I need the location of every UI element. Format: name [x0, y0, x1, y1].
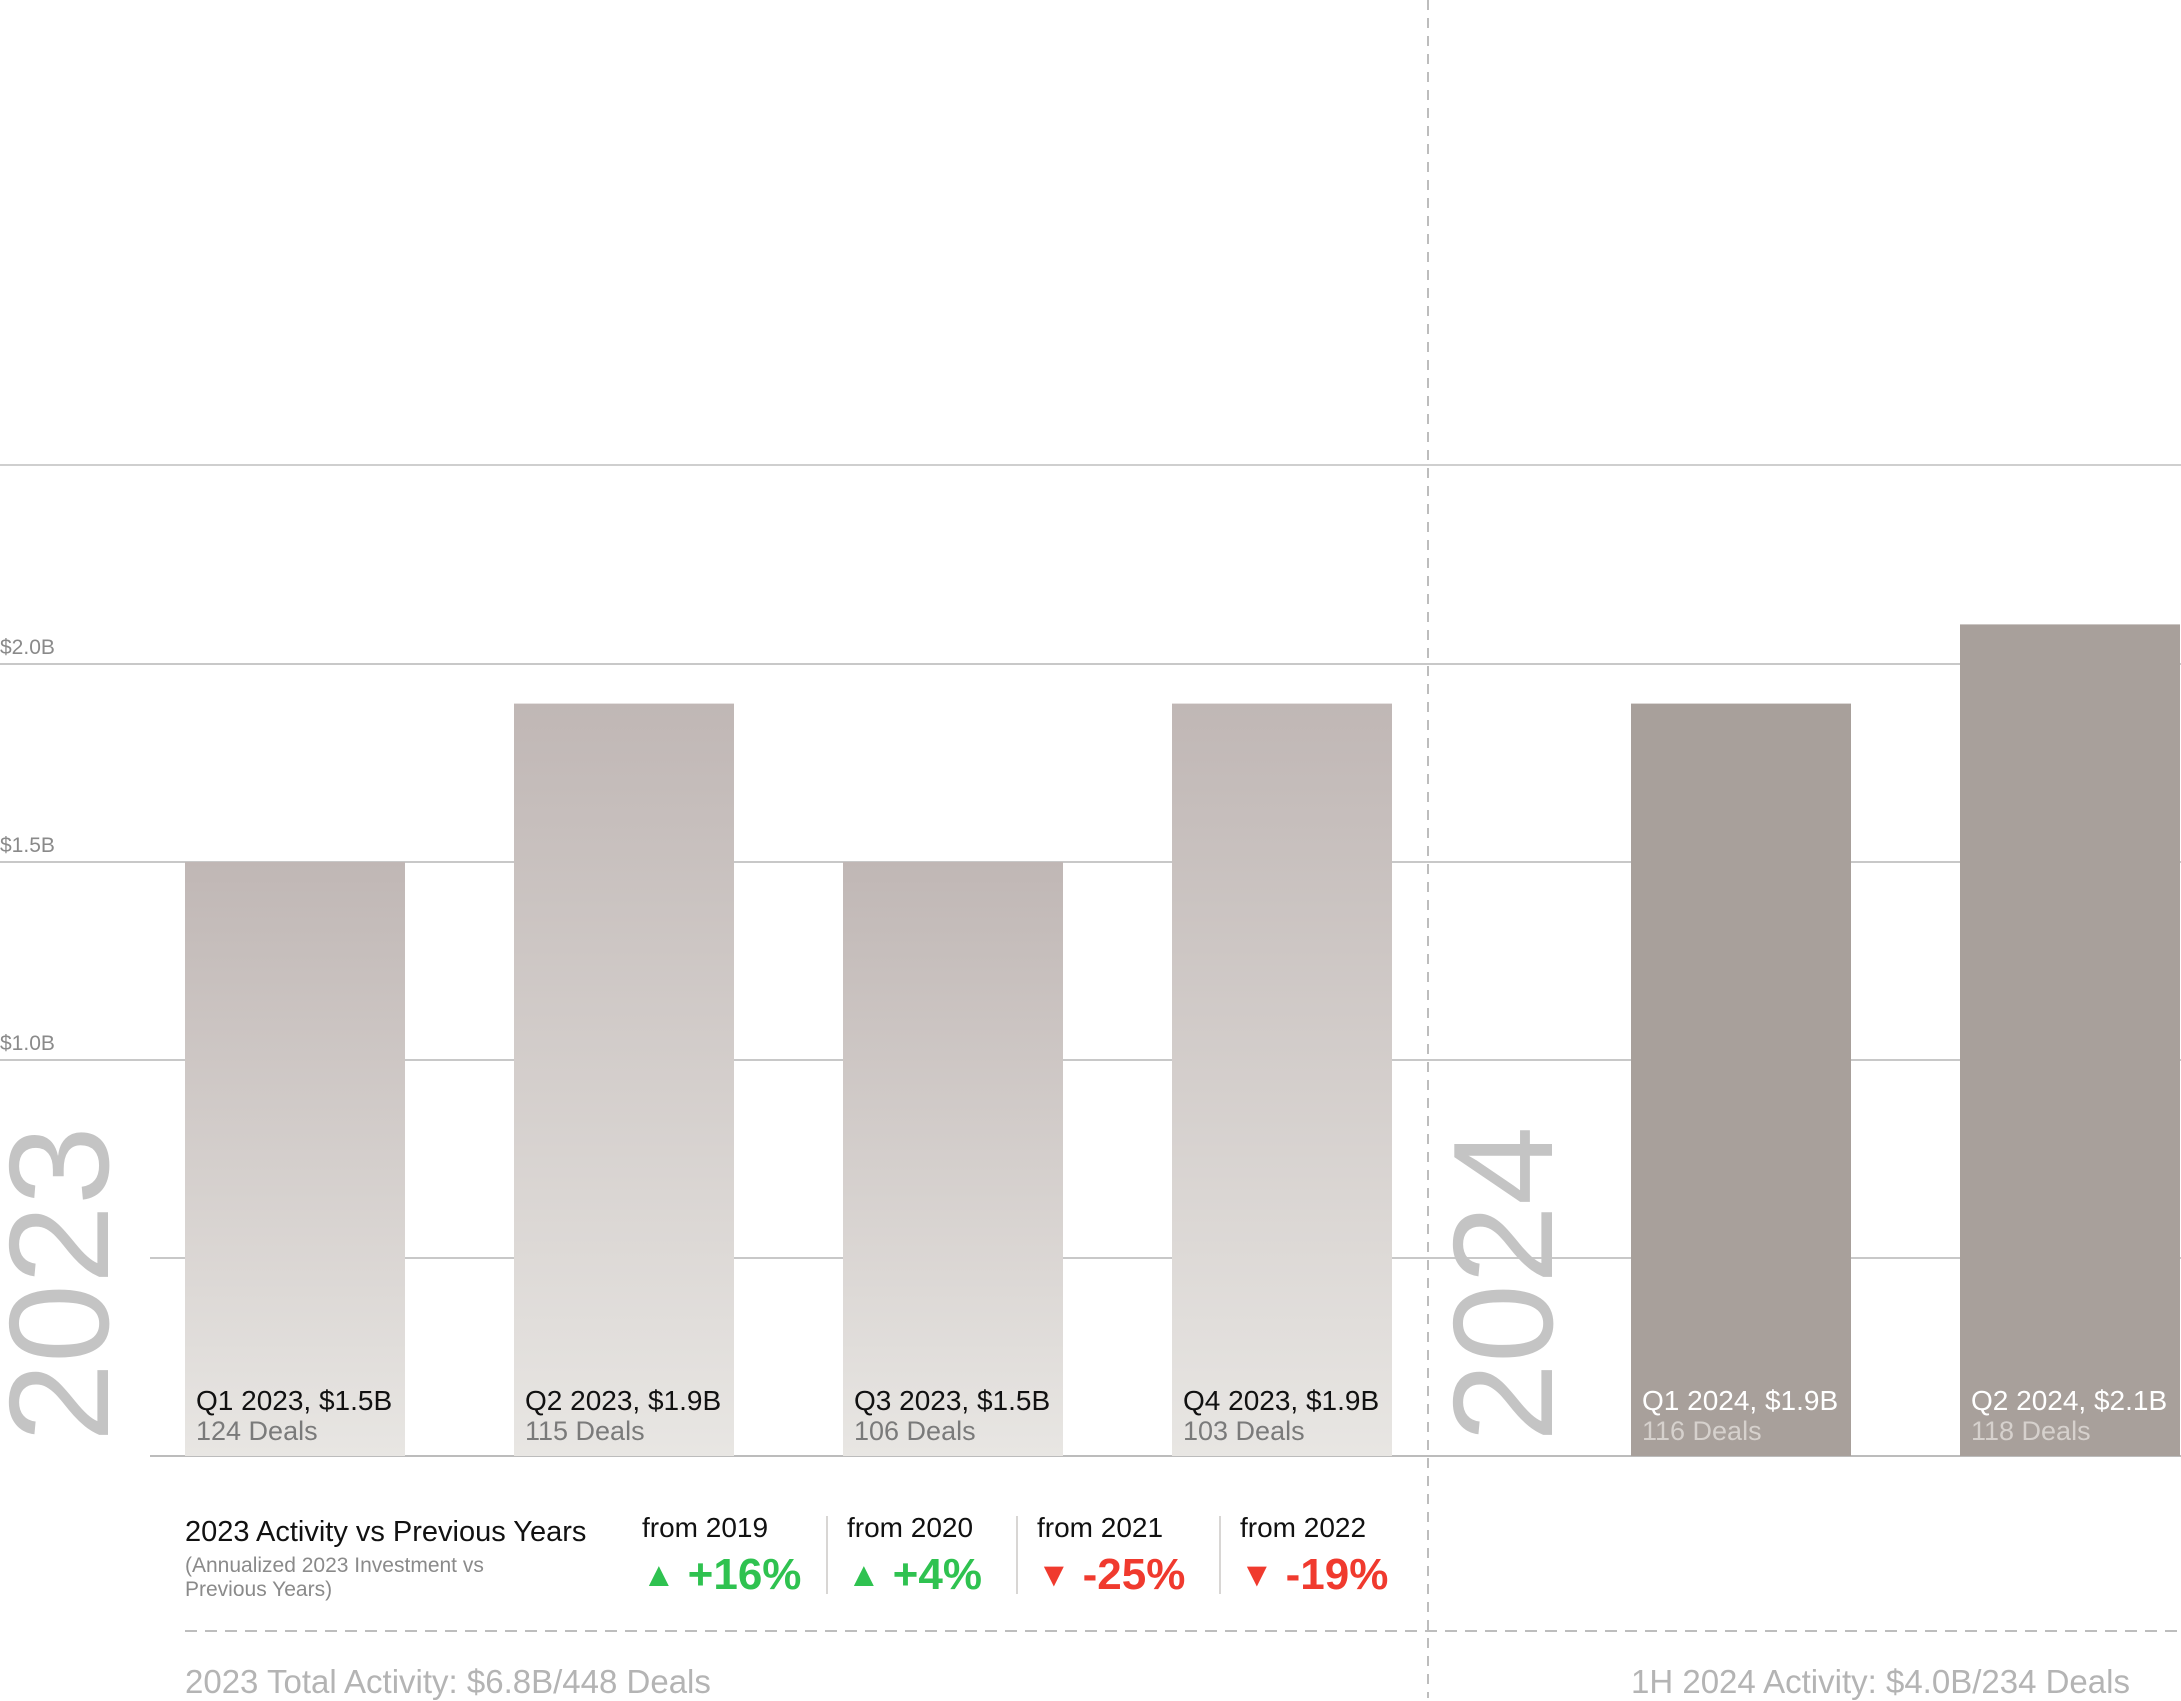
comparison-item-2021: from 2021 ▼ -25%	[1037, 1512, 1185, 1600]
year-label-2023: 2023	[0, 1126, 139, 1442]
total-activity-2023: 2023 Total Activity: $6.8B/448 Deals	[185, 1663, 711, 1700]
comparison-item-2022: from 2022 ▼ -19%	[1240, 1512, 1388, 1600]
comparison-subheading: (Annualized 2023 Investment vs Previous …	[185, 1554, 484, 1601]
comparison-percent: -19%	[1285, 1550, 1389, 1599]
comparison-value: ▼ -19%	[1240, 1550, 1388, 1600]
bar-label: Q3 2023, $1.5B	[854, 1385, 1050, 1416]
comparison-divider	[1016, 1516, 1018, 1594]
bar-q4-2023	[1172, 703, 1392, 1456]
comparison-percent: +16%	[687, 1550, 802, 1599]
bar-deals-label: 118 Deals	[1971, 1416, 2091, 1446]
bar-q1-2023	[185, 862, 405, 1456]
bar-deals-label: 106 Deals	[854, 1416, 976, 1446]
comparison-label: from 2021	[1037, 1512, 1164, 1543]
bar-q1-2024	[1631, 703, 1851, 1456]
comparison-value: ▲ +4%	[847, 1550, 982, 1600]
bar-q2-2024	[1960, 624, 2180, 1456]
triangle-up-icon: ▲	[642, 1555, 676, 1594]
comparison-label: from 2020	[847, 1512, 974, 1543]
comparison-percent: +4%	[892, 1550, 982, 1599]
y-tick-label: $1.0B	[0, 1032, 55, 1055]
y-tick-label: $2.0B	[0, 636, 55, 659]
comparison-item-2020: from 2020 ▲ +4%	[847, 1512, 982, 1600]
triangle-down-icon: ▼	[1240, 1555, 1274, 1594]
comparison-divider	[826, 1516, 828, 1594]
bar-deals-label: 124 Deals	[196, 1416, 318, 1446]
comparison-percent: -25%	[1082, 1550, 1186, 1599]
y-tick-label: $1.5B	[0, 834, 55, 857]
triangle-up-icon: ▲	[847, 1555, 881, 1594]
bar-label: Q1 2023, $1.5B	[196, 1385, 392, 1416]
total-activity-2024: 1H 2024 Activity: $4.0B/234 Deals	[1631, 1663, 2130, 1700]
comparison-label: from 2019	[642, 1512, 769, 1543]
year-label-2024: 2024	[1424, 1126, 1583, 1442]
bar-deals-label: 115 Deals	[525, 1416, 645, 1446]
comparison-divider	[1219, 1516, 1221, 1594]
bar-label: Q2 2023, $1.9B	[525, 1385, 721, 1416]
bar-label: Q2 2024, $2.1B	[1971, 1385, 2167, 1416]
triangle-down-icon: ▼	[1037, 1555, 1071, 1594]
comparison-value: ▲ +16%	[642, 1550, 801, 1600]
bar-label: Q4 2023, $1.9B	[1183, 1385, 1379, 1416]
bar-deals-label: 103 Deals	[1183, 1416, 1305, 1446]
bar-label: Q1 2024, $1.9B	[1642, 1385, 1838, 1416]
comparison-item-2019: from 2019 ▲ +16%	[642, 1512, 801, 1600]
comparison-label: from 2022	[1240, 1512, 1367, 1543]
bar-q2-2023	[514, 703, 734, 1456]
comparison-heading: 2023 Activity vs Previous Years	[185, 1516, 587, 1548]
bar-deals-label: 116 Deals	[1642, 1416, 1762, 1446]
comparison-value: ▼ -25%	[1037, 1550, 1185, 1600]
bar-q3-2023	[843, 862, 1063, 1456]
